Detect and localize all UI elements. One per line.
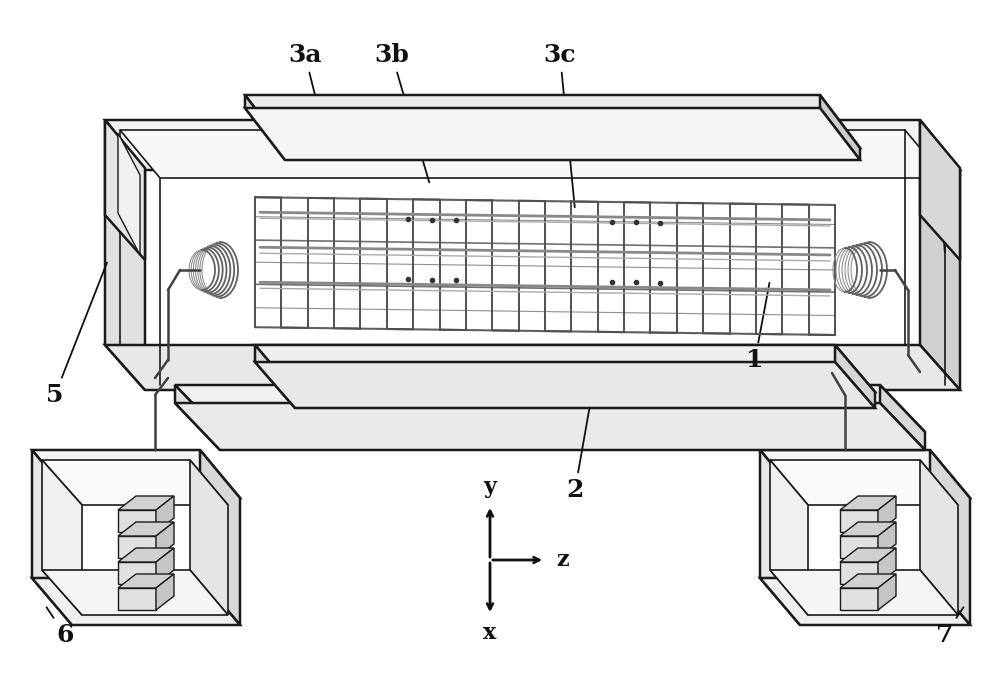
Polygon shape xyxy=(42,570,228,615)
Text: x: x xyxy=(483,622,497,644)
Polygon shape xyxy=(118,562,156,584)
Polygon shape xyxy=(878,574,896,610)
Polygon shape xyxy=(840,562,878,584)
Polygon shape xyxy=(920,120,960,390)
Text: y: y xyxy=(484,476,496,498)
Polygon shape xyxy=(840,574,896,588)
Text: 6: 6 xyxy=(47,607,74,647)
Polygon shape xyxy=(118,574,174,588)
Polygon shape xyxy=(770,460,808,615)
Polygon shape xyxy=(245,95,860,148)
Text: 7: 7 xyxy=(936,607,963,647)
Polygon shape xyxy=(760,450,800,625)
Polygon shape xyxy=(770,460,958,505)
Polygon shape xyxy=(175,385,220,450)
Polygon shape xyxy=(32,450,240,498)
Polygon shape xyxy=(255,345,875,392)
Text: 2: 2 xyxy=(566,408,590,502)
Polygon shape xyxy=(118,588,156,610)
Polygon shape xyxy=(105,120,145,260)
Polygon shape xyxy=(840,496,896,510)
Polygon shape xyxy=(245,95,285,160)
Polygon shape xyxy=(118,510,156,532)
Polygon shape xyxy=(920,120,960,260)
Polygon shape xyxy=(118,133,140,255)
Text: z: z xyxy=(557,549,569,571)
Text: 4: 4 xyxy=(931,173,949,252)
Polygon shape xyxy=(42,460,228,505)
Polygon shape xyxy=(840,510,878,532)
Polygon shape xyxy=(930,450,970,625)
Polygon shape xyxy=(190,460,228,615)
Polygon shape xyxy=(42,460,82,615)
Polygon shape xyxy=(118,522,174,536)
Polygon shape xyxy=(760,450,970,498)
Text: 3b: 3b xyxy=(375,43,429,183)
Polygon shape xyxy=(105,345,960,390)
Polygon shape xyxy=(835,345,875,408)
Polygon shape xyxy=(878,522,896,558)
Text: 3c: 3c xyxy=(544,43,576,207)
Polygon shape xyxy=(840,522,896,536)
Polygon shape xyxy=(245,108,860,160)
Text: 5: 5 xyxy=(46,263,107,407)
Polygon shape xyxy=(120,130,945,178)
Polygon shape xyxy=(156,574,174,610)
Polygon shape xyxy=(840,588,878,610)
Polygon shape xyxy=(255,345,295,408)
Polygon shape xyxy=(156,496,174,532)
Polygon shape xyxy=(878,548,896,584)
Polygon shape xyxy=(156,522,174,558)
Polygon shape xyxy=(118,496,174,510)
Polygon shape xyxy=(32,578,240,625)
Polygon shape xyxy=(118,536,156,558)
Polygon shape xyxy=(840,536,878,558)
Text: 1: 1 xyxy=(746,283,769,372)
Polygon shape xyxy=(770,570,958,615)
Polygon shape xyxy=(105,120,960,170)
Polygon shape xyxy=(760,578,970,625)
Polygon shape xyxy=(200,450,240,625)
Polygon shape xyxy=(175,385,925,432)
Text: 3a: 3a xyxy=(288,43,329,153)
Polygon shape xyxy=(255,362,875,408)
Polygon shape xyxy=(840,548,896,562)
Polygon shape xyxy=(118,548,174,562)
Polygon shape xyxy=(175,403,925,450)
Polygon shape xyxy=(878,496,896,532)
Polygon shape xyxy=(105,120,145,390)
Polygon shape xyxy=(880,385,925,450)
Polygon shape xyxy=(820,95,860,160)
Polygon shape xyxy=(156,548,174,584)
Polygon shape xyxy=(920,460,958,615)
Polygon shape xyxy=(32,450,72,625)
